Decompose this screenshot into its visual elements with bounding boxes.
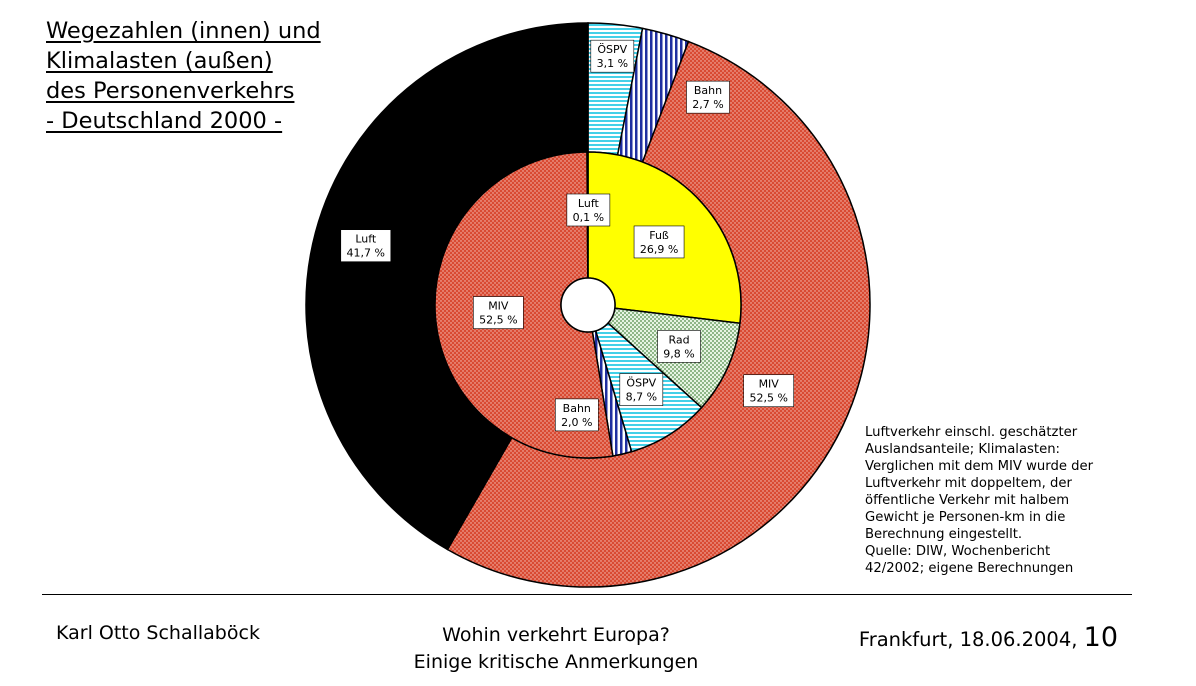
slice-value-label: 3,1 % bbox=[597, 57, 628, 70]
footer-divider bbox=[42, 594, 1132, 595]
chart-annotation: Luftverkehr einschl. geschätzter Ausland… bbox=[865, 424, 1093, 577]
slice-label-box bbox=[657, 330, 701, 363]
slice-category-label: Bahn bbox=[694, 84, 722, 97]
slice-label-box bbox=[633, 225, 685, 259]
slice-category-label: ÖSPV bbox=[597, 43, 627, 56]
slice-label-box bbox=[686, 80, 730, 114]
note-line: Quelle: DIW, Wochenbericht bbox=[865, 544, 1051, 559]
slice-category-label: Luft bbox=[578, 197, 600, 210]
note-line: 42/2002; eigene Berechnungen bbox=[865, 561, 1074, 576]
slice-label-box bbox=[743, 374, 794, 408]
slice-label-box bbox=[590, 39, 635, 73]
slice-value-label: 8,7 % bbox=[626, 391, 657, 404]
slice-category-label: Luft bbox=[355, 233, 377, 246]
slice-category-label: MIV bbox=[488, 300, 509, 313]
donut-hole bbox=[560, 277, 616, 333]
note-line: Verglichen mit dem MIV wurde der bbox=[865, 459, 1094, 474]
slice-value-label: 52,5 % bbox=[749, 392, 787, 405]
slice-label-box bbox=[566, 193, 611, 227]
slice-category-label: Bahn bbox=[563, 402, 591, 415]
footer-talk-title: Wohin verkehrt Europa? Einige kritische … bbox=[356, 622, 756, 676]
slice-label-box bbox=[554, 398, 599, 432]
note-line: Berechnung eingestellt. bbox=[865, 527, 1023, 542]
note-line: Gewicht je Personen-km in die bbox=[865, 510, 1066, 525]
note-line: Auslandsanteile; Klimalasten: bbox=[865, 442, 1060, 457]
slice-value-label: 2,7 % bbox=[692, 98, 723, 111]
slice-label-box bbox=[340, 229, 392, 263]
slice-category-label: Rad bbox=[668, 333, 689, 346]
slice-value-label: 9,8 % bbox=[663, 347, 694, 360]
talk-title-line: Einige kritische Anmerkungen bbox=[413, 651, 699, 673]
slide-number: 10 bbox=[1083, 622, 1118, 653]
title-line: des Personenverkehrs bbox=[46, 78, 295, 104]
title-line: Wegezahlen (innen) und bbox=[46, 18, 321, 44]
slice-label-box bbox=[619, 373, 664, 406]
slice-value-label: 0,1 % bbox=[573, 211, 604, 224]
note-line: öffentliche Verkehr mit halbem bbox=[865, 493, 1070, 508]
note-line: Luftverkehr mit doppeltem, der bbox=[865, 476, 1072, 491]
slice-label-box bbox=[473, 296, 524, 329]
slice-category-label: ÖSPV bbox=[626, 377, 656, 390]
slice-value-label: 52,5 % bbox=[479, 314, 517, 327]
slice-category-label: MIV bbox=[759, 378, 780, 391]
note-line: Luftverkehr einschl. geschätzter bbox=[865, 425, 1078, 440]
talk-title-line: Wohin verkehrt Europa? bbox=[442, 624, 670, 646]
footer-author: Karl Otto Schallaböck bbox=[56, 622, 260, 644]
footer-place-date: Frankfurt, 18.06.2004, 10 bbox=[859, 622, 1118, 653]
title-line: - Deutschland 2000 - bbox=[46, 108, 283, 134]
slice-value-label: 2,0 % bbox=[561, 416, 592, 429]
slice-value-label: 26,9 % bbox=[640, 243, 678, 256]
slice-category-label: Fuß bbox=[649, 229, 669, 242]
slice-value-label: 41,7 % bbox=[347, 247, 385, 260]
chart-title: Wegezahlen (innen) und Klimalasten (auße… bbox=[46, 16, 321, 136]
place-date: Frankfurt, 18.06.2004, bbox=[858, 628, 1078, 651]
title-line: Klimalasten (außen) bbox=[46, 48, 273, 74]
